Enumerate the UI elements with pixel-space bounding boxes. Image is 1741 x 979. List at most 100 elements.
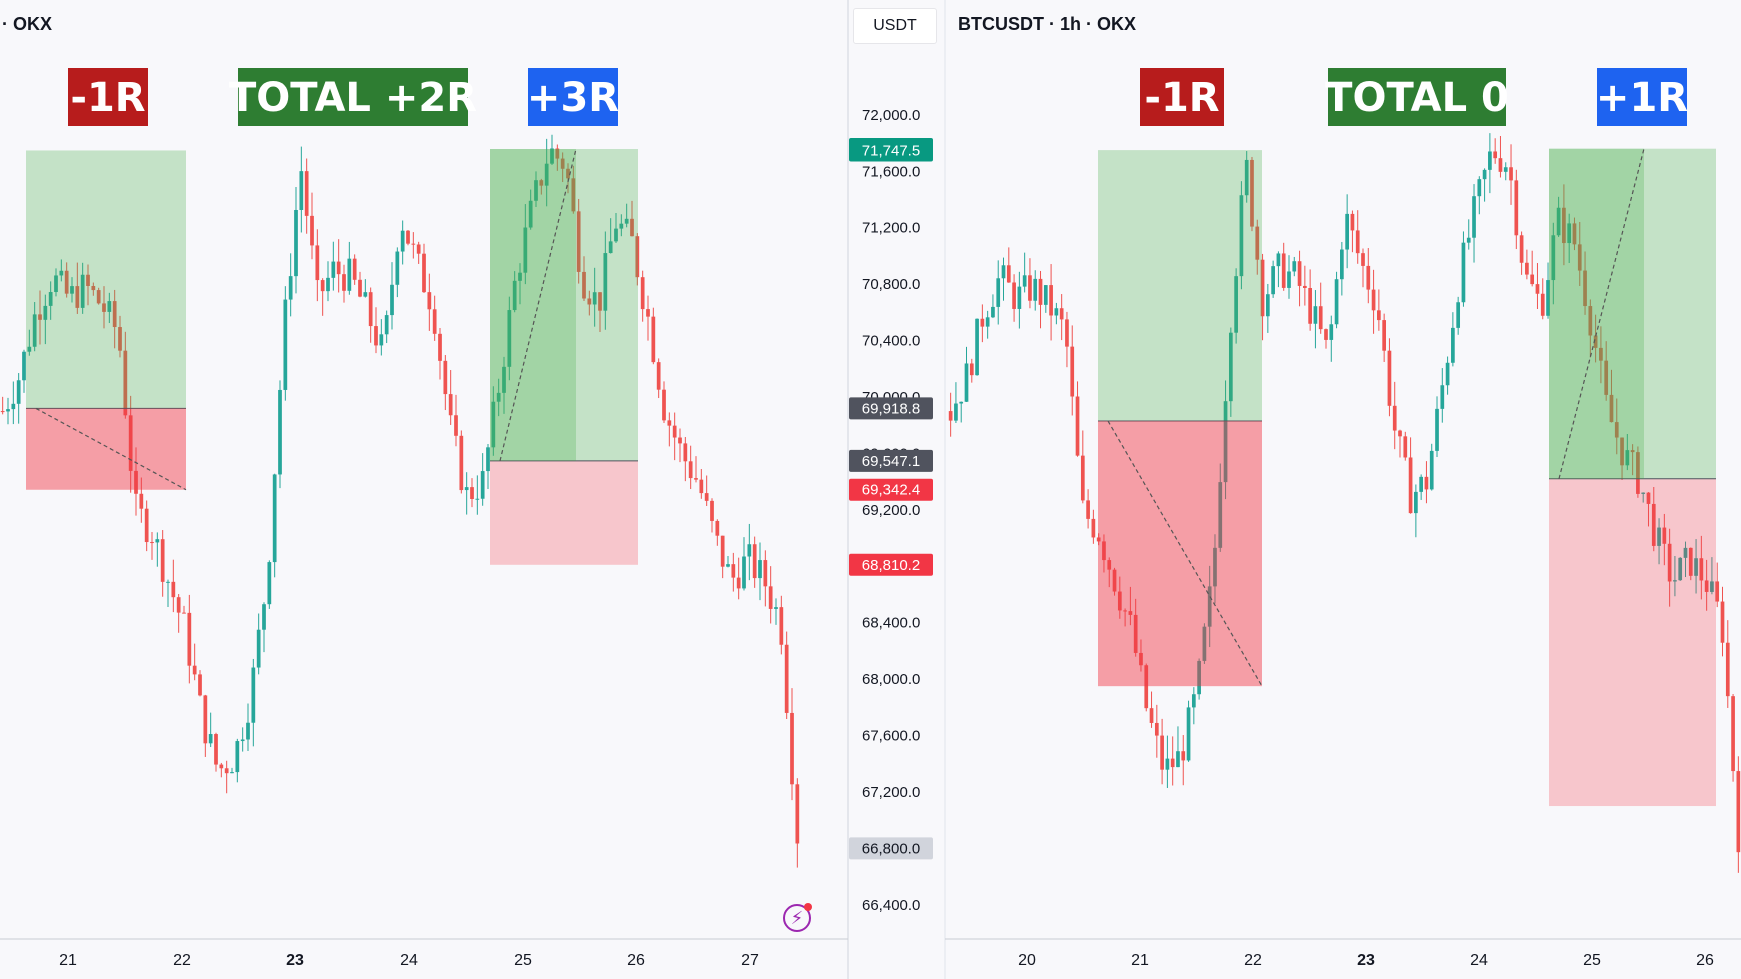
candle-body — [678, 437, 682, 444]
candle-body — [1577, 244, 1582, 271]
candle-body — [320, 280, 325, 292]
candle-body — [624, 218, 629, 224]
candle-body — [80, 274, 85, 308]
candle-body — [768, 586, 773, 609]
candle-body — [1646, 492, 1651, 504]
candle-body — [224, 768, 229, 774]
r-label-text: -1R — [70, 75, 145, 121]
y-tick-label: 72,000.0 — [862, 107, 920, 124]
candle-body — [1651, 503, 1656, 546]
right-chart-panel[interactable]: -1R TOTAL 0 +1R 20 21 22 23 24 25 26 — [948, 68, 1741, 969]
candle-body — [1308, 287, 1312, 324]
candle-body — [203, 695, 208, 744]
r-label-box — [528, 68, 618, 126]
candle-body — [1525, 262, 1529, 275]
candle-body — [539, 180, 544, 186]
candle-body — [54, 275, 58, 293]
candle-body — [1302, 285, 1307, 288]
x-tick-label: 22 — [1244, 952, 1262, 969]
candle-body — [1028, 275, 1032, 301]
candle-body — [1429, 450, 1434, 490]
candle-body — [390, 284, 394, 316]
trade-path — [499, 148, 577, 461]
candle-body — [267, 562, 272, 605]
candle-body — [182, 612, 186, 614]
candle-body — [662, 389, 666, 421]
candle-body — [1292, 261, 1297, 272]
x-tick-label: 22 — [173, 952, 191, 969]
target-run-zone — [490, 149, 576, 461]
candle-body — [1139, 652, 1143, 666]
candle-body — [59, 270, 64, 276]
y-tick-label: 68,400.0 — [862, 615, 920, 632]
candle-body — [1519, 235, 1524, 263]
candle-body — [528, 200, 533, 228]
candle-body — [1488, 151, 1492, 170]
candle-body — [736, 577, 741, 589]
candle-body — [1218, 482, 1223, 548]
candle-body — [368, 292, 373, 327]
candle-body — [1636, 452, 1640, 494]
candle-body — [512, 280, 517, 311]
candle-body — [379, 334, 384, 346]
y-tick-label: 70,400.0 — [862, 333, 920, 350]
candle-body — [1377, 310, 1381, 321]
candle-body — [566, 168, 570, 179]
candle-body — [470, 487, 474, 500]
candle-body — [790, 712, 794, 785]
candle-body — [640, 277, 645, 310]
candle-body — [144, 508, 149, 543]
x-tick-label: 27 — [741, 952, 759, 969]
candle-body — [1551, 235, 1556, 281]
candle-body — [86, 274, 90, 286]
candle-body — [331, 261, 336, 278]
candle-body — [1075, 396, 1080, 456]
candle-body — [1350, 213, 1355, 231]
candle-body — [64, 270, 69, 294]
candle-body — [1070, 346, 1075, 397]
candle-body — [139, 493, 144, 509]
candle-body — [763, 560, 768, 587]
candle-body — [1276, 253, 1281, 267]
lightning-bolt-icon[interactable]: ⚡ — [783, 903, 812, 932]
candle-body — [491, 401, 496, 448]
candle-body — [747, 544, 752, 557]
r-label-box — [238, 68, 468, 126]
left-chart-panel[interactable]: -1R TOTAL +2R +3R 21 22 23 24 25 26 27 — [0, 68, 800, 969]
candle-body — [1112, 569, 1117, 592]
candle-body — [1123, 610, 1127, 612]
candle-body — [1361, 253, 1365, 266]
candle-body — [1583, 270, 1587, 307]
price-axis[interactable]: 66,400.0 66,800.0 67,200.0 67,600.0 68,000.0… — [849, 107, 933, 914]
candle-body — [128, 415, 133, 471]
candle-body — [480, 471, 485, 499]
candle-body — [1731, 696, 1735, 772]
candle-body — [278, 389, 282, 475]
candle-body — [1435, 408, 1439, 451]
candle-body — [384, 315, 389, 335]
candle-body — [214, 734, 218, 765]
candle-body — [1493, 151, 1498, 159]
candle-body — [795, 784, 800, 844]
candle-body — [246, 722, 250, 740]
candle-body — [395, 251, 400, 285]
candle-body — [400, 230, 405, 252]
candle-body — [1117, 591, 1122, 611]
currency-selector[interactable]: USDT — [853, 8, 937, 44]
candle-body — [1466, 237, 1471, 243]
candle-body — [1593, 335, 1598, 348]
candle-body — [11, 403, 16, 410]
candle-body — [544, 163, 549, 186]
candle-body — [304, 171, 309, 216]
candle-body — [1694, 558, 1698, 576]
candle-body — [155, 539, 160, 543]
candle-body — [262, 604, 266, 630]
candle-body — [336, 261, 341, 275]
candle-body — [1667, 543, 1672, 582]
loss-zone — [1098, 420, 1262, 687]
profit-zone — [1549, 148, 1716, 479]
candle-body — [1128, 611, 1133, 615]
candle-body — [1736, 771, 1741, 853]
trade-path — [1558, 148, 1645, 479]
candle-body — [1535, 284, 1540, 294]
